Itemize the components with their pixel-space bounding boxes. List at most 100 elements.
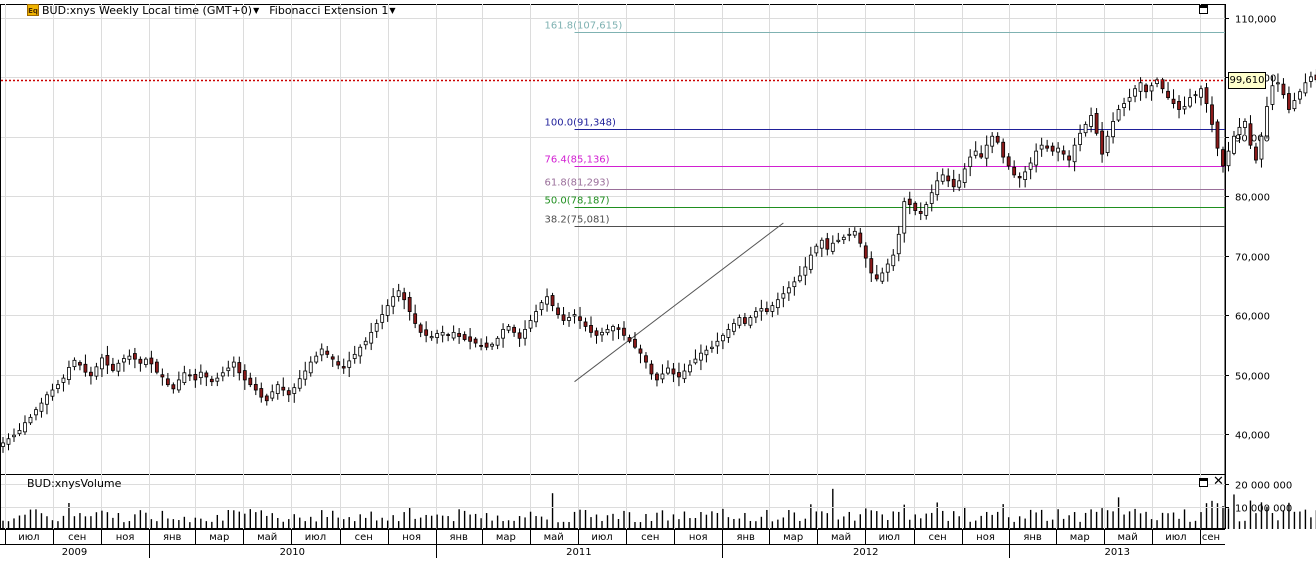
month-label: сен <box>68 532 86 543</box>
candle-body <box>440 331 445 336</box>
candle <box>1281 78 1286 99</box>
candle-body <box>1303 82 1308 94</box>
study-dropdown-icon[interactable]: ▼ <box>389 5 396 15</box>
candle-body <box>330 356 335 360</box>
candle <box>644 352 648 369</box>
candle <box>677 362 681 387</box>
candle <box>1 437 5 453</box>
month-label: сен <box>929 532 947 543</box>
month-label: май <box>544 532 564 543</box>
candle <box>600 327 604 342</box>
candle <box>710 340 714 353</box>
candle <box>819 237 824 257</box>
maximize-volume-pane-icon[interactable] <box>1199 478 1208 487</box>
candle <box>583 317 588 332</box>
maximize-price-pane-icon[interactable] <box>1199 5 1208 14</box>
month-label: ноя <box>976 532 995 543</box>
candle <box>385 299 390 322</box>
candle-body <box>1193 94 1198 97</box>
candle-body <box>1221 149 1225 167</box>
candle <box>1276 73 1280 92</box>
candle <box>347 351 352 378</box>
candle-body <box>1083 123 1088 134</box>
candle-body <box>742 317 747 324</box>
candle <box>12 428 16 442</box>
candle <box>852 227 857 238</box>
candle-body <box>396 290 401 297</box>
candle <box>918 202 923 221</box>
study-label[interactable]: Fibonacci Extension 1 <box>269 3 389 17</box>
candle-body <box>907 198 912 206</box>
candle <box>209 375 214 387</box>
candle <box>578 306 582 329</box>
candle <box>391 288 396 315</box>
candle <box>1259 132 1264 168</box>
candle-body <box>259 388 264 398</box>
candle-body <box>154 361 159 373</box>
close-volume-pane-icon[interactable]: ✕ <box>1213 474 1224 489</box>
candle-body <box>352 353 357 359</box>
candle <box>803 257 808 286</box>
candle-body <box>490 343 494 347</box>
candle-body <box>253 383 258 391</box>
candle-body <box>896 233 901 255</box>
candle-body <box>957 180 962 188</box>
candle-body <box>622 327 626 336</box>
candle <box>1199 85 1203 106</box>
candle-body <box>775 299 780 309</box>
candle <box>292 383 297 403</box>
candle <box>490 342 494 350</box>
candle <box>34 406 38 421</box>
candle-body <box>1089 115 1093 127</box>
candle-body <box>1116 109 1121 121</box>
symbol-dropdown-icon[interactable]: ▼ <box>253 5 260 15</box>
month-label: май <box>831 532 851 543</box>
price-pane-border <box>0 4 1226 475</box>
candle-body <box>940 174 945 182</box>
candle-body <box>847 233 852 236</box>
candle-body <box>759 308 764 312</box>
fib-trend-line <box>574 222 784 383</box>
candle-body <box>644 355 648 363</box>
candle-body <box>1050 145 1055 152</box>
candle <box>171 382 176 394</box>
candle <box>308 356 313 377</box>
candle-body <box>863 245 868 259</box>
candle <box>655 371 659 387</box>
candle <box>1061 145 1066 161</box>
candle-body <box>578 316 582 321</box>
candle-body <box>1001 141 1006 158</box>
volume-panel-label: BUD:xnysVolume <box>27 477 122 490</box>
candle <box>534 304 538 328</box>
candle-body <box>94 366 99 377</box>
candle-body <box>792 281 797 288</box>
candle-body <box>962 168 967 183</box>
candle <box>962 163 967 188</box>
y-tick-label: 50,000 <box>1235 372 1270 383</box>
candle <box>319 343 324 362</box>
candle <box>314 351 319 365</box>
candle-body <box>1 442 5 447</box>
candle <box>671 362 676 383</box>
candle <box>1171 89 1176 109</box>
symbol-label[interactable]: BUD:xnys Weekly Local time (GMT+0) <box>42 4 252 17</box>
candle <box>759 299 764 321</box>
candle <box>116 359 121 377</box>
candle <box>479 338 484 351</box>
candle-body <box>902 201 907 234</box>
candle-body <box>1248 123 1253 146</box>
candle-body <box>1067 155 1072 161</box>
y-tick-label: 40,000 <box>1235 431 1270 442</box>
candle <box>270 384 275 402</box>
candle-body <box>127 355 132 360</box>
candle <box>929 184 934 212</box>
candle <box>1012 160 1017 178</box>
candle <box>154 358 159 375</box>
eq-icon[interactable]: Eq <box>27 4 39 16</box>
candle-body <box>979 153 984 158</box>
candle-body <box>314 355 319 363</box>
candle <box>297 370 302 392</box>
candle <box>874 264 879 282</box>
candle <box>611 324 615 341</box>
candle <box>1309 71 1313 88</box>
